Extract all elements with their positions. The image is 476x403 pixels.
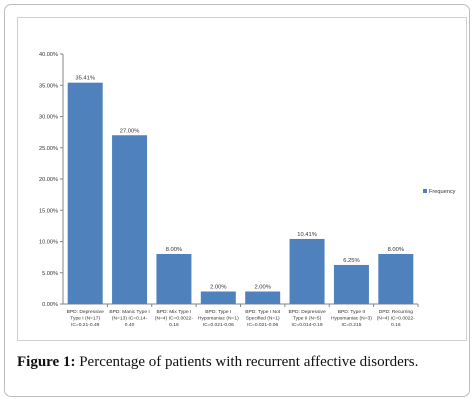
bar-chart: 0.00% 5.00% 10.00% 15.00% 20.00% 25.00% 30.00%… bbox=[39, 52, 456, 328]
x-tick-label: (N=4) IC=0.0022- bbox=[155, 316, 193, 322]
y-tick-label: 15.00% bbox=[39, 208, 58, 214]
bar-value-label: 27.00% bbox=[120, 128, 140, 134]
x-tick-label: BPD: Type II bbox=[338, 309, 365, 315]
x-tick-label: BPD: Depressive bbox=[288, 309, 326, 315]
y-tick-label: 0.00% bbox=[42, 302, 58, 308]
y-tick-label: 25.00% bbox=[39, 146, 58, 152]
x-tick-label: BPD: Type I Not bbox=[245, 309, 281, 315]
x-tick-label: BPD: Type I bbox=[205, 309, 231, 315]
x-tick-label: IC=0.014-0.19 bbox=[291, 322, 322, 328]
x-tick-label: Type II (N=5) bbox=[293, 316, 322, 322]
y-tick-label: 5.00% bbox=[42, 271, 58, 277]
legend-swatch bbox=[423, 189, 427, 193]
y-tick-label: 30.00% bbox=[39, 115, 58, 121]
bar bbox=[112, 135, 148, 304]
x-tick-label: 0.16 bbox=[169, 322, 179, 328]
caption-text: Percentage of patients with recurrent af… bbox=[75, 354, 419, 370]
x-tick-label: Hypomaniac (N=1) bbox=[198, 316, 239, 322]
bar-value-label: 35.41% bbox=[75, 76, 95, 82]
x-tick-label: Type I (N=17) bbox=[70, 316, 100, 322]
bar-value-label: 8.00% bbox=[166, 247, 182, 253]
y-tick-label: 20.00% bbox=[39, 177, 58, 183]
x-tick-label: DPD: Recurring bbox=[379, 309, 414, 315]
bar bbox=[289, 238, 325, 304]
legend-label: Frequency bbox=[429, 189, 456, 195]
x-tick-label: Specified (N=1) bbox=[246, 316, 280, 322]
x-tick-label: (N=13) IC=0.14- bbox=[112, 316, 148, 322]
x-tick-label: Hypomaniac (N=3) bbox=[331, 316, 372, 322]
bar bbox=[245, 291, 281, 304]
y-tick-label: 40.00% bbox=[39, 52, 58, 58]
bar bbox=[156, 254, 192, 304]
bar-value-label: 8.00% bbox=[388, 247, 404, 253]
x-tick-label: BPD: Depressive bbox=[67, 309, 105, 315]
x-tick-label: BPD: Mix Type I bbox=[156, 309, 191, 315]
bar-value-label: 2.00% bbox=[210, 285, 226, 291]
x-tick-label: IC=0.021-0.06 bbox=[203, 322, 234, 328]
y-tick-label: 10.00% bbox=[39, 240, 58, 246]
figure-caption: Figure 1: Percentage of patients with re… bbox=[17, 354, 469, 371]
y-tick-label: 35.00% bbox=[39, 83, 58, 89]
caption-label: Figure 1: bbox=[17, 354, 76, 370]
x-tick-label: 0.16 bbox=[391, 322, 401, 328]
x-tick-label: BPD: Manic Type I bbox=[109, 309, 149, 315]
bar bbox=[200, 291, 236, 304]
bar bbox=[67, 82, 103, 304]
figure-frame: 0.00% 5.00% 10.00% 15.00% 20.00% 25.00% 30.00%… bbox=[4, 4, 470, 397]
x-tick-label: IC=0.021-0.06 bbox=[247, 322, 278, 328]
x-tick-label: 0.40 bbox=[125, 322, 135, 328]
bar-value-label: 10.41% bbox=[297, 232, 317, 238]
chart-area: 0.00% 5.00% 10.00% 15.00% 20.00% 25.00% 30.00%… bbox=[17, 17, 467, 341]
bar-value-label: 2.00% bbox=[254, 285, 270, 291]
bar-value-label: 6.25% bbox=[343, 258, 359, 264]
bar bbox=[333, 264, 369, 304]
x-tick-label: IC=0.215 bbox=[341, 322, 361, 328]
bar bbox=[378, 254, 414, 304]
x-tick-label: (N=4) IC=0.0022- bbox=[377, 316, 415, 322]
x-tick-label: IC=0.21-0.49 bbox=[71, 322, 100, 328]
